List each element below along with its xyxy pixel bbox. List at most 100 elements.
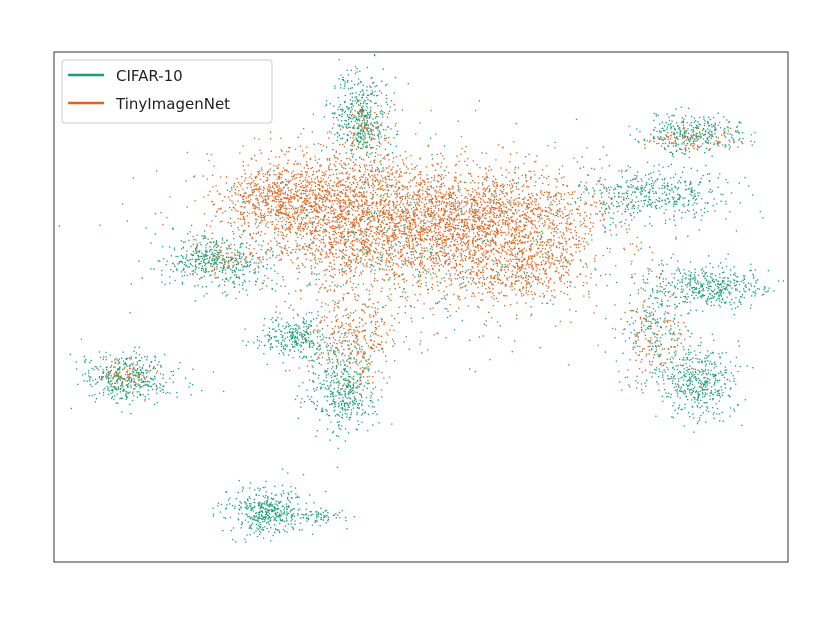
scatter-point	[646, 316, 648, 318]
scatter-point	[459, 228, 462, 231]
scatter-point	[238, 284, 240, 286]
scatter-point	[361, 132, 364, 135]
scatter-point	[238, 254, 240, 256]
scatter-point	[238, 291, 241, 293]
scatter-point	[678, 198, 680, 200]
scatter-point	[664, 311, 667, 313]
scatter-point	[441, 277, 443, 280]
scatter-point	[237, 519, 240, 521]
scatter-point	[288, 493, 290, 496]
scatter-point	[359, 116, 361, 118]
scatter-point	[146, 359, 148, 361]
scatter-point	[357, 99, 359, 101]
scatter-point	[646, 278, 649, 280]
scatter-point	[191, 270, 193, 272]
scatter-point	[326, 514, 328, 517]
scatter-point	[300, 406, 302, 408]
scatter-point	[380, 113, 382, 115]
scatter-point	[270, 540, 272, 542]
scatter-point	[292, 528, 294, 530]
scatter-point	[372, 118, 374, 120]
scatter-point	[356, 68, 358, 70]
scatter-point	[593, 168, 596, 170]
scatter-point	[679, 196, 682, 198]
scatter-point	[114, 372, 116, 374]
scatter-point	[734, 274, 736, 277]
scatter-point	[734, 272, 736, 274]
scatter-point	[170, 371, 172, 373]
scatter-point	[272, 254, 274, 256]
scatter-point	[782, 280, 785, 282]
scatter-point	[684, 136, 686, 138]
scatter-point	[354, 296, 356, 298]
scatter-point	[648, 360, 651, 363]
scatter-point	[466, 164, 468, 166]
scatter-point	[127, 386, 129, 388]
scatter-point	[642, 275, 644, 277]
scatter-point	[345, 314, 347, 317]
scatter-point	[367, 368, 369, 370]
scatter-point	[106, 366, 108, 368]
scatter-point	[309, 252, 311, 254]
scatter-point	[107, 389, 109, 391]
scatter-point	[695, 287, 698, 289]
scatter-point	[291, 335, 293, 337]
scatter-point	[142, 371, 144, 374]
scatter-point	[284, 344, 286, 347]
scatter-point	[126, 357, 128, 360]
scatter-point	[245, 503, 247, 505]
scatter-point	[690, 134, 692, 136]
scatter-point	[377, 168, 379, 170]
scatter-point	[726, 119, 728, 121]
scatter-point	[335, 401, 337, 403]
scatter-point	[195, 249, 197, 251]
scatter-point	[375, 115, 377, 118]
scatter-point	[662, 142, 664, 145]
scatter-point	[83, 355, 85, 358]
scatter-point	[367, 156, 370, 158]
scatter-point	[705, 266, 707, 268]
scatter-point	[575, 238, 577, 240]
scatter-point	[299, 327, 301, 329]
scatter-point	[132, 177, 134, 179]
scatter-point	[566, 185, 568, 187]
scatter-point	[329, 381, 331, 384]
scatter-point	[374, 307, 376, 309]
scatter-point	[525, 221, 527, 223]
scatter-point	[629, 359, 631, 361]
scatter-point	[457, 120, 459, 122]
scatter-point	[693, 292, 695, 294]
scatter-point	[220, 266, 222, 269]
scatter-point	[625, 210, 627, 213]
scatter-point	[361, 129, 363, 131]
scatter-point	[282, 528, 285, 531]
scatter-point	[283, 354, 285, 356]
scatter-point	[374, 55, 376, 57]
scatter-point	[429, 214, 432, 216]
scatter-point	[317, 377, 319, 379]
scatter-point	[139, 394, 142, 396]
scatter-point	[297, 513, 299, 515]
scatter-point	[354, 398, 356, 400]
scatter-point	[105, 375, 107, 377]
scatter-point	[204, 264, 206, 267]
scatter-point	[697, 395, 700, 397]
scatter-point	[216, 251, 219, 253]
scatter-point	[367, 113, 369, 115]
scatter-point	[613, 192, 615, 194]
scatter-point	[265, 513, 267, 515]
scatter-point	[199, 262, 201, 264]
scatter-point	[153, 367, 155, 369]
scatter-point	[361, 109, 363, 111]
scatter-point	[370, 264, 372, 266]
scatter-point	[289, 349, 291, 351]
scatter-point	[352, 400, 354, 402]
scatter-point	[721, 271, 724, 274]
scatter-point	[317, 314, 319, 317]
scatter-point	[697, 280, 699, 282]
scatter-point	[378, 422, 380, 424]
scatter-point	[666, 188, 669, 190]
scatter-point	[710, 293, 712, 295]
scatter-point	[266, 334, 269, 336]
scatter-point	[697, 399, 699, 402]
